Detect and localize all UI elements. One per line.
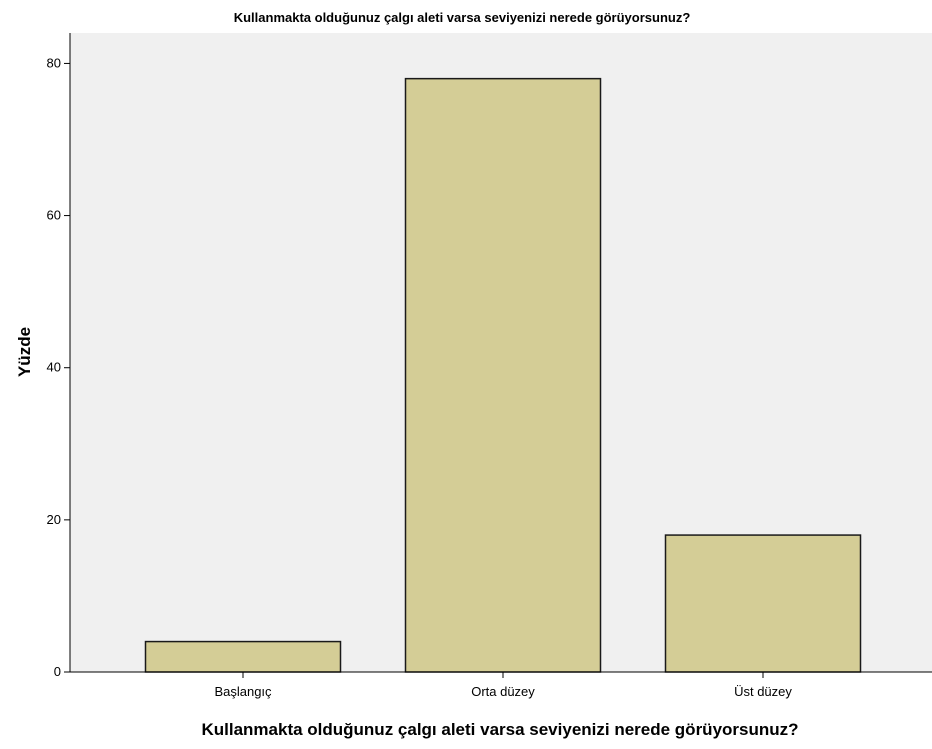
y-tick-label: 0	[54, 664, 61, 679]
y-tick-label: 80	[47, 55, 61, 70]
chart-title: Kullanmakta olduğunuz çalgı aleti varsa …	[234, 10, 691, 25]
x-axis-title: Kullanmakta olduğunuz çalgı aleti varsa …	[201, 720, 798, 739]
y-tick-label: 60	[47, 208, 61, 223]
bar-3	[664, 534, 862, 673]
bar-2	[404, 77, 602, 673]
y-tick-label: 40	[47, 360, 61, 375]
bars-group	[144, 77, 862, 673]
x-tick-label: Orta düzey	[471, 684, 535, 699]
x-tick-label: Üst düzey	[734, 684, 792, 699]
x-ticks-group: Başlangıç Orta düzey Üst düzey	[214, 672, 792, 699]
y-axis-title: Yüzde	[15, 327, 34, 377]
y-ticks-group: 0 20 40 60 80	[47, 55, 70, 679]
y-tick-label: 20	[47, 512, 61, 527]
x-tick-label: Başlangıç	[214, 684, 272, 699]
bar-1	[144, 640, 342, 673]
